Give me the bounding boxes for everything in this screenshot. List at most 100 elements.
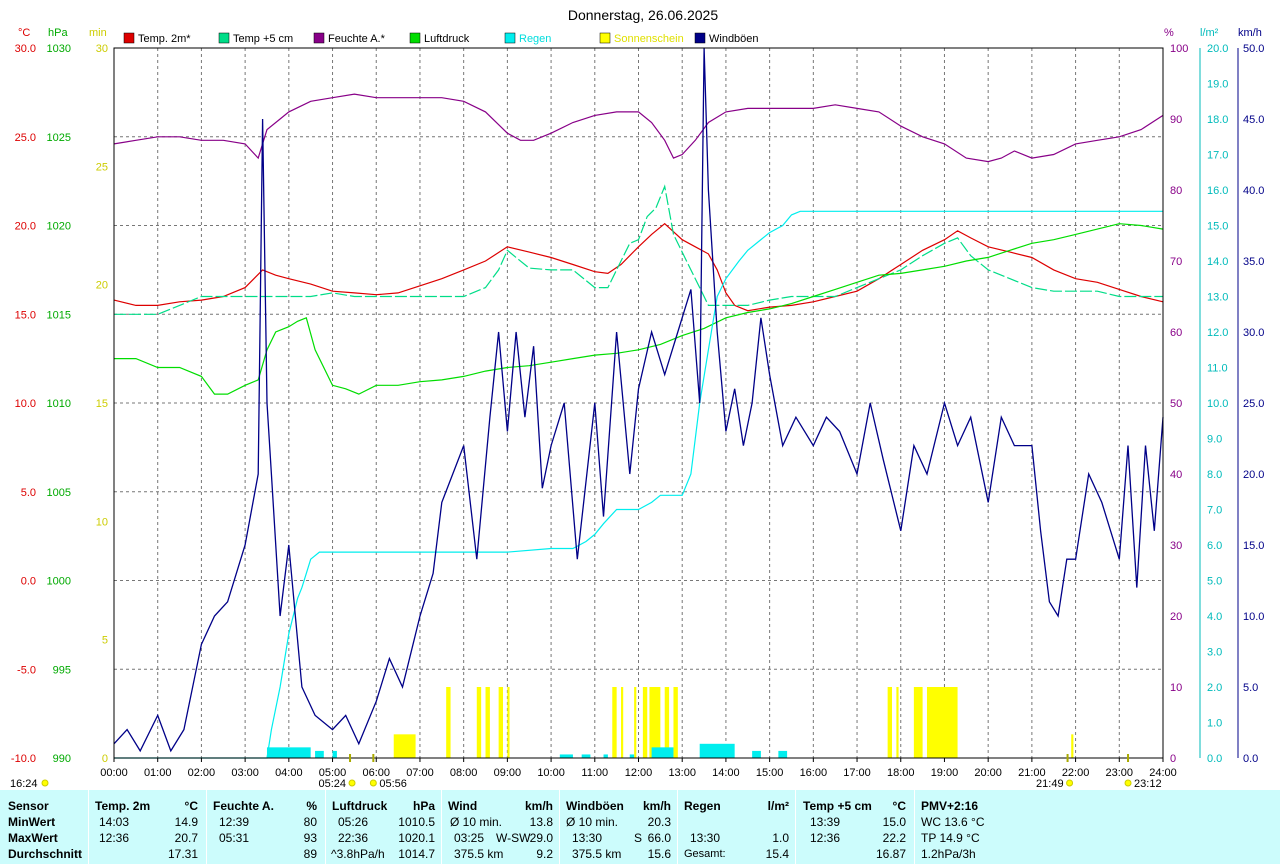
legend-label: Feuchte A.* bbox=[328, 33, 386, 45]
stats-temp5-min-value: 15.0 bbox=[882, 815, 906, 829]
stats-pressure-column: Luftdruck hPa 05:26 1010.5 22:36 1020.1 … bbox=[326, 790, 441, 864]
y-tick-label-rain: 7.0 bbox=[1207, 505, 1222, 517]
y-tick-label-sun: 10 bbox=[96, 516, 108, 528]
y-axis-unit-sun: min bbox=[89, 27, 107, 39]
x-tick-label: 02:00 bbox=[188, 767, 216, 779]
stats-pmv-trend: 1.2hPa/3h bbox=[921, 847, 976, 861]
y-tick-label-rain: 8.0 bbox=[1207, 469, 1222, 481]
stats-wind-column: Wind km/h Ø 10 min. 13.8 03:25 W-SW 29.0… bbox=[442, 790, 559, 864]
statistics-panel: Sensor MinWert MaxWert Durchschnitt Temp… bbox=[0, 790, 1280, 864]
chart-annotations: 05:24 05:56 21:49 23:12 16:24 bbox=[10, 754, 1162, 790]
series-line-luftdruck bbox=[114, 223, 1164, 395]
legend-label: Temp +5 cm bbox=[233, 33, 293, 45]
sunshine-bar bbox=[896, 687, 899, 758]
legend-label: Windböen bbox=[709, 33, 759, 45]
stats-temp5-unit: °C bbox=[892, 799, 906, 813]
x-tick-label: 16:00 bbox=[800, 767, 828, 779]
y-tick-label-sun: 0 bbox=[102, 753, 108, 765]
y-tick-label-pressure: 1015 bbox=[47, 309, 71, 321]
rain-interval-bar bbox=[629, 754, 635, 758]
y-tick-label-pressure: 1025 bbox=[47, 132, 71, 144]
y-tick-label-wind: 20.0 bbox=[1243, 469, 1264, 481]
legend-label: Temp. 2m* bbox=[138, 33, 191, 45]
current-time-label: 16:24 bbox=[10, 778, 38, 790]
stats-temp2m-min-value: 14.9 bbox=[174, 815, 198, 829]
series-line-temp-2m- bbox=[113, 222, 1164, 312]
stats-temp2m-header: Temp. 2m bbox=[95, 799, 151, 813]
legend-swatch bbox=[504, 32, 516, 44]
stats-temp2m-max-time: 12:36 bbox=[99, 831, 130, 845]
y-tick-label-rain: 14.0 bbox=[1207, 256, 1228, 268]
x-tick-label: 18:00 bbox=[887, 767, 915, 779]
sunshine-bar bbox=[612, 687, 617, 758]
y-tick-label-wind: 40.0 bbox=[1243, 185, 1264, 197]
stats-pmv-windchill: WC 13.6 °C bbox=[921, 815, 985, 829]
x-tick-label: 15:00 bbox=[756, 767, 784, 779]
y-axis-unit-rain: l/m² bbox=[1200, 27, 1219, 39]
sunshine-bar bbox=[621, 687, 624, 758]
y-tick-label-wind: 0.0 bbox=[1243, 753, 1258, 765]
series-line-temp-5-cm bbox=[114, 184, 1163, 315]
stats-temp5-min-time: 13:39 bbox=[810, 815, 841, 829]
y-tick-label-wind: 10.0 bbox=[1243, 611, 1264, 623]
stats-temp2m-min-time: 14:03 bbox=[99, 815, 130, 829]
sunshine-bar bbox=[476, 687, 482, 758]
stats-humidity-min-time: 12:39 bbox=[219, 815, 250, 829]
stats-wind-max-time: 03:25 bbox=[454, 831, 485, 845]
stats-humidity-column: Feuchte A. % 12:39 80 05:31 93 89 bbox=[207, 790, 325, 864]
y-tick-label-humidity: 70 bbox=[1170, 256, 1182, 268]
stats-row-avg-label: Durchschnitt bbox=[8, 847, 83, 861]
weather-chart: Donnerstag, 26.06.2025 00:00 01:00 02:00 03… bbox=[10, 7, 1265, 790]
stats-humidity-unit: % bbox=[306, 799, 317, 813]
stats-rain-total-label: Gesamt: bbox=[684, 848, 726, 860]
y-tick-label-rain: 12.0 bbox=[1207, 327, 1228, 339]
y-tick-label-temp: 20.0 bbox=[15, 221, 36, 233]
x-tick-label: 22:00 bbox=[1062, 767, 1090, 779]
stats-temp2m-avg: 17.31 bbox=[167, 847, 198, 861]
rain-interval-bar bbox=[266, 747, 311, 758]
y-tick-label-temp: 0.0 bbox=[21, 576, 36, 588]
rain-interval-bar bbox=[651, 747, 674, 758]
y-tick-label-pressure: 1010 bbox=[47, 398, 71, 410]
stats-pressure-min-time: 05:26 bbox=[338, 815, 369, 829]
x-tick-label: 20:00 bbox=[974, 767, 1002, 779]
stats-temp5-max-value: 22.2 bbox=[882, 831, 906, 845]
y-tick-label-humidity: 100 bbox=[1170, 43, 1188, 55]
stats-wind-avg10-label: Ø 10 min. bbox=[450, 815, 503, 829]
y-tick-label-rain: 1.0 bbox=[1207, 718, 1222, 730]
stats-gusts-max-time: 13:30 bbox=[572, 831, 603, 845]
y-tick-label-rain: 5.0 bbox=[1207, 576, 1222, 588]
x-tick-label: 00:00 bbox=[100, 767, 128, 779]
sun-event-label: 05:56 bbox=[379, 778, 407, 790]
y-tick-label-rain: 2.0 bbox=[1207, 682, 1222, 694]
series-line-regen bbox=[114, 210, 1163, 759]
x-tick-label: 12:00 bbox=[625, 767, 653, 779]
sunshine-bar bbox=[507, 687, 510, 758]
stats-temp2m-max-value: 20.7 bbox=[174, 831, 198, 845]
stats-wind-max-dir: W-SW bbox=[496, 831, 531, 845]
x-tick-label: 23:00 bbox=[1106, 767, 1134, 779]
y-axis-unit-temp: °C bbox=[18, 27, 30, 39]
stats-wind-avg: 9.2 bbox=[536, 847, 553, 861]
stats-gusts-avg: 15.6 bbox=[647, 847, 671, 861]
y-tick-label-pressure: 1020 bbox=[47, 221, 71, 233]
x-tick-label: 07:00 bbox=[406, 767, 434, 779]
y-tick-label-rain: 17.0 bbox=[1207, 150, 1228, 162]
stats-gusts-header: Windböen bbox=[566, 799, 624, 813]
y-tick-label-rain: 6.0 bbox=[1207, 540, 1222, 552]
stats-gusts-max-value: 66.0 bbox=[647, 831, 671, 845]
stats-humidity-header: Feuchte A. bbox=[213, 799, 274, 813]
y-tick-label-sun: 20 bbox=[96, 280, 108, 292]
y-tick-label-temp: 15.0 bbox=[15, 309, 36, 321]
y-tick-label-rain: 0.0 bbox=[1207, 753, 1222, 765]
stats-pressure-max-time: 22:36 bbox=[338, 831, 369, 845]
y-tick-label-sun: 30 bbox=[96, 43, 108, 55]
rain-interval-bar bbox=[778, 750, 788, 758]
stats-pmv-header: PMV+2:16 bbox=[921, 799, 979, 813]
y-tick-label-rain: 18.0 bbox=[1207, 114, 1228, 126]
sunshine-bar bbox=[642, 687, 648, 758]
y-tick-label-wind: 50.0 bbox=[1243, 43, 1264, 55]
y-tick-label-pressure: 1030 bbox=[47, 43, 71, 55]
legend-swatch bbox=[313, 32, 325, 44]
stats-wind-avg10-value: 13.8 bbox=[529, 815, 553, 829]
